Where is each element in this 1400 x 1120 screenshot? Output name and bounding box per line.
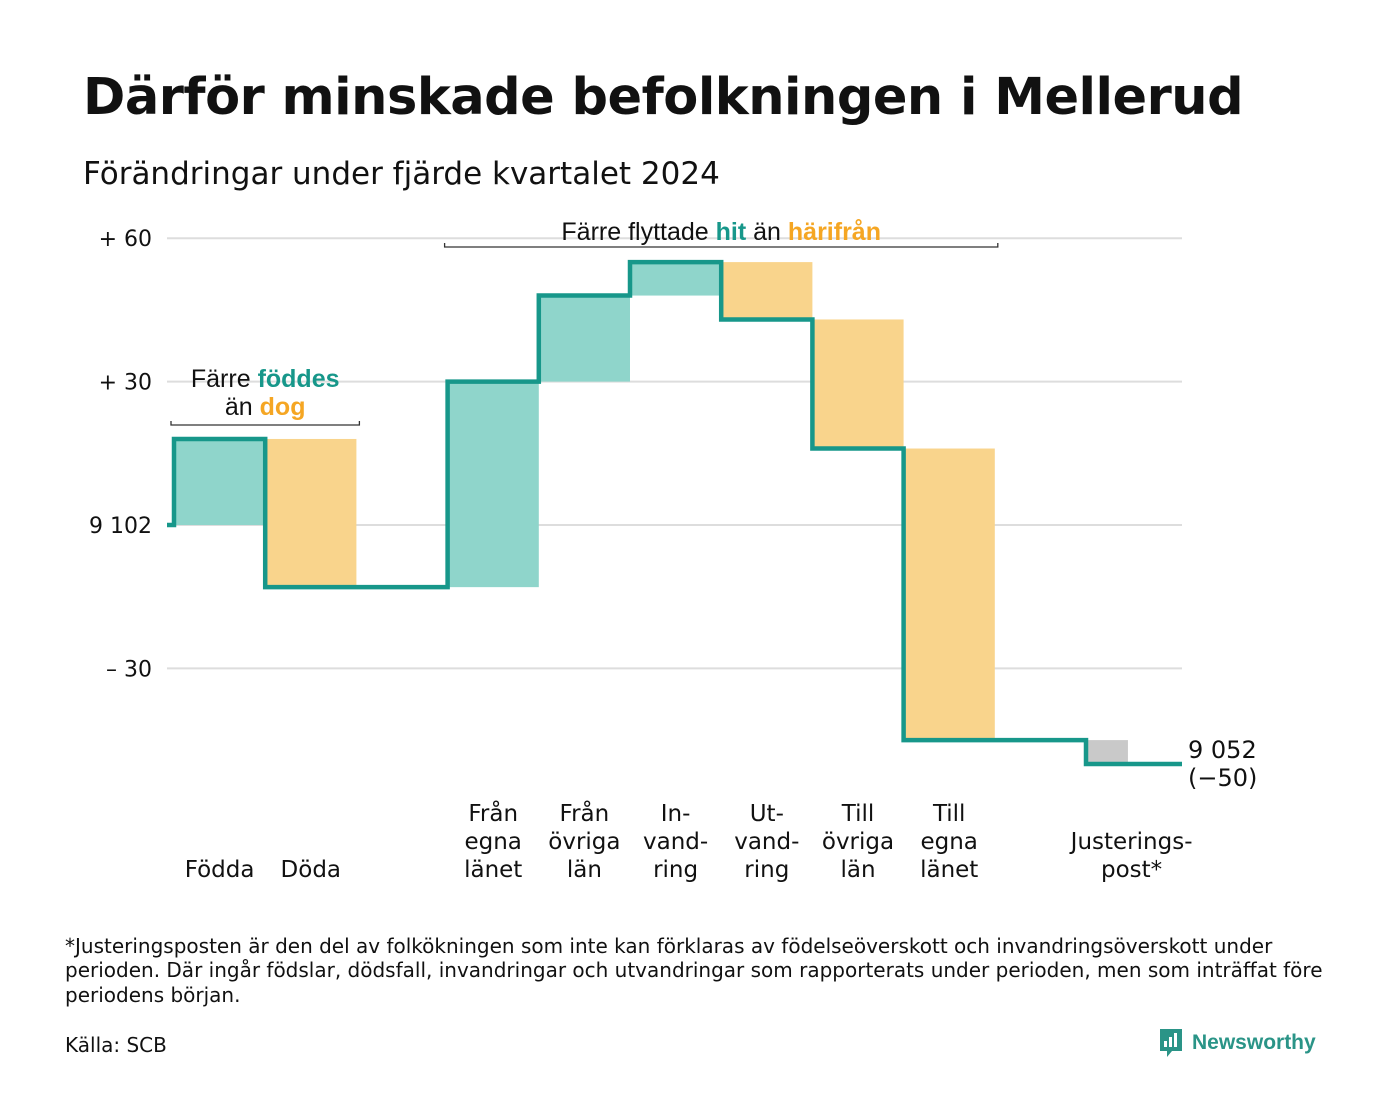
cumulative-step-line [167,259,1182,767]
end-value-label: (−50) [1188,764,1257,792]
category-label: län [840,857,875,883]
bar-decrease [903,448,995,741]
category-label: post* [1101,857,1162,883]
category-label: vand- [643,829,708,855]
category-label: In- [661,801,691,827]
category-label: Födda [185,857,255,883]
annotation-segment: än [746,218,788,246]
annotation-text: Färre föddes [191,365,340,393]
y-tick-label: 9 102 [89,514,152,539]
end-value-label: 9 052 [1188,736,1257,764]
bar-decrease [812,319,904,449]
source-note: Källa: SCB [65,1033,167,1057]
bar-increase [538,295,630,382]
y-tick-label: – 30 [106,657,152,682]
category-label: övriga [822,829,894,855]
newsworthy-logo-icon [1160,1029,1182,1057]
category-label: Ut- [750,801,784,827]
annotation-segment: föddes [258,365,340,393]
category-label: länet [464,857,522,883]
bar-increase [174,438,266,525]
bar-increase [447,381,539,588]
bar-decrease [721,262,813,320]
category-label: Döda [281,857,341,883]
category-label: egna [920,829,977,855]
category-label: övriga [548,829,620,855]
category-label: Från [468,799,518,827]
category-label: ring [744,857,789,883]
annotation-segment: dog [260,393,306,421]
category-label: län [567,857,602,883]
category-label: Till [932,801,966,827]
annotation-segment: Färre flyttade [561,218,715,246]
category-label: Justerings- [1069,829,1193,855]
category-label: egna [464,829,521,855]
chart-title: Därför minskade befolkningen i Mellerud [83,68,1244,127]
bar-increase [630,262,722,296]
y-tick-label: + 60 [99,227,152,252]
bar-adjustment [1086,740,1128,764]
category-label: länet [920,857,978,883]
annotation-bracket [170,421,361,426]
y-tick-label: + 30 [99,371,152,396]
category-label: Från [560,799,610,827]
annotation-segment: hit [716,218,747,246]
annotation-text: än dog [225,393,306,421]
category-label: ring [653,857,698,883]
footnote: *Justeringsposten är den del av folkökni… [65,934,1323,1007]
brand-logo[interactable]: Newsworthy [1158,1027,1316,1059]
annotation-segment: än [225,393,260,421]
chart-subtitle: Förändringar under fjärde kvartalet 2024 [83,156,720,192]
annotation-segment: Färre [191,365,258,393]
category-label: Till [841,801,875,827]
bar-decrease [265,438,357,588]
annotation-segment: härifrån [788,218,881,246]
annotation-bracket [443,243,999,248]
annotation-text: Färre flyttade hit än härifrån [561,218,881,246]
category-label: vand- [734,829,799,855]
brand-name: Newsworthy [1192,1031,1316,1054]
